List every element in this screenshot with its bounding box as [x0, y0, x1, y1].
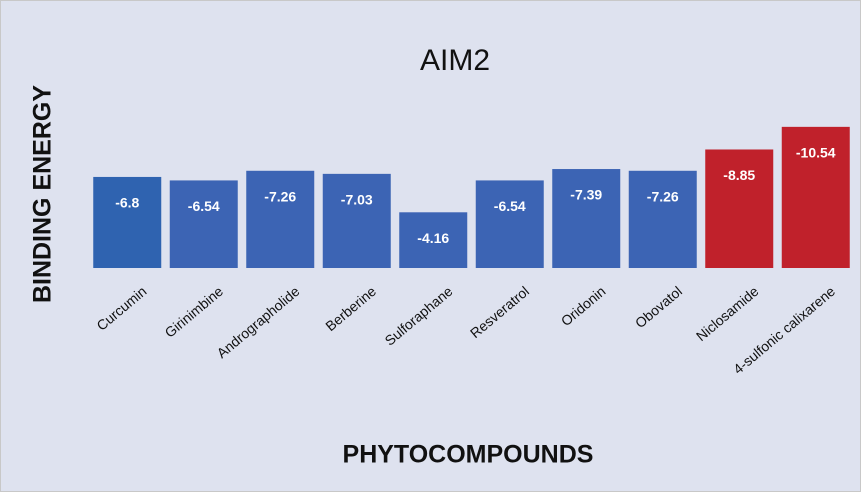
data-label: -7.26	[264, 188, 296, 204]
bar	[93, 176, 162, 268]
bar	[705, 149, 774, 268]
data-label: -6.54	[494, 198, 526, 214]
bar	[169, 180, 238, 268]
bar	[781, 126, 850, 268]
data-label: -10.54	[796, 145, 836, 161]
bar	[475, 180, 544, 268]
bar	[628, 170, 697, 268]
data-label: -7.39	[570, 187, 602, 203]
bar	[552, 169, 621, 268]
x-axis-title: PHYTOCOMPOUNDS	[343, 441, 594, 469]
data-label: -7.26	[647, 188, 679, 204]
data-label: -4.16	[417, 230, 449, 246]
data-label: -7.03	[341, 192, 373, 208]
data-label: -6.8	[115, 195, 139, 211]
bar	[399, 212, 468, 268]
chart-title: AIM2	[420, 44, 490, 77]
y-axis-title: BINDING ENERGY	[29, 85, 57, 303]
bar	[246, 170, 315, 268]
data-label: -8.85	[723, 167, 755, 183]
bar	[322, 173, 391, 268]
data-label: -6.54	[188, 198, 220, 214]
